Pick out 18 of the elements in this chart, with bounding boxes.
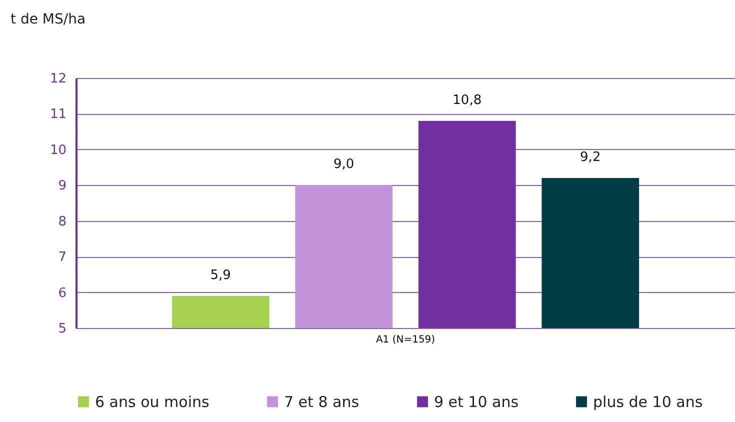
legend-label: 7 et 8 ans [284,392,360,411]
y-tick-label: 11 [50,107,66,122]
data-label: 10,8 [452,92,482,108]
data-label: 9,2 [580,150,601,165]
y-axis-title: t de MS/ha [10,12,86,28]
y-tick-label: 9 [58,178,66,194]
y-tick-label: 5 [58,322,66,336]
legend-label: 6 ans ou moins [95,392,210,411]
data-label: 9,0 [334,157,354,172]
legend-label: plus de 10 ans [593,392,703,411]
y-tick-label: 10 [50,142,66,158]
y-tick-label: 8 [58,214,66,230]
y-tick-label: 12 [50,72,66,86]
y-tick-label: 7 [58,250,66,266]
legend-label: 9 et 10 ans [434,392,519,411]
x-tick-label: A1 (N=159) [376,334,436,346]
data-label: 5,9 [210,268,231,283]
y-tick-label: 6 [58,286,66,301]
